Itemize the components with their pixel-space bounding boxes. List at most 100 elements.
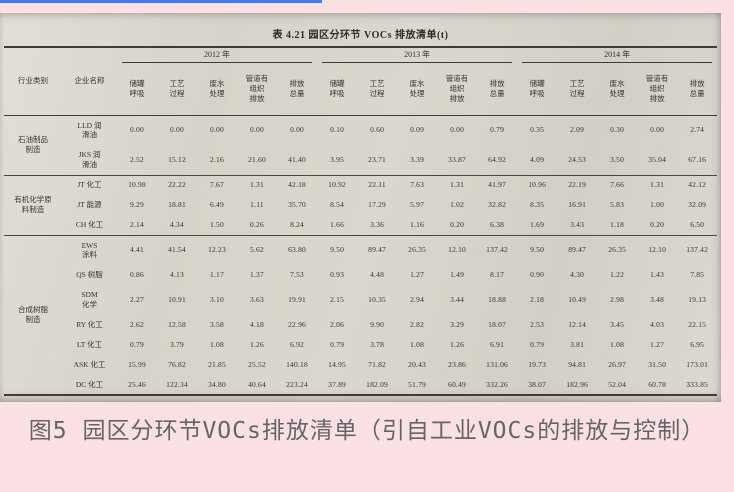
value-cell: 7.63	[397, 174, 438, 195]
value-cell: 1.08	[610, 340, 625, 350]
value-cell: 4.13	[170, 270, 184, 280]
value-cell: 2.15	[330, 295, 345, 305]
value-cell: 7.53	[290, 270, 304, 280]
value-cell: 60.49	[448, 379, 466, 389]
table-row: 有机化学原 料制造 JT 化工 10.98 22.22 7.67 1.31 42.18 10.…	[4, 174, 718, 235]
value-cell: 25.52	[248, 360, 266, 370]
value-cell: 1.43	[650, 270, 665, 280]
value-cell: 3.81	[570, 340, 585, 350]
year-header-row: 行业类别 企业名称 2012 年 2013 年 2014 年	[4, 47, 717, 85]
value-cell: 2.06	[330, 320, 345, 330]
subcolumn-header: 废水 处理	[609, 79, 625, 98]
value-cell: 1.31	[637, 174, 678, 195]
value-cell: 22.96	[288, 320, 306, 330]
enterprise-name-cell: EWS 涂料	[62, 234, 117, 265]
value-cell: 3.36	[370, 219, 385, 229]
value-cell: 32.09	[688, 200, 707, 210]
enterprise-name-cell: JT 化工	[62, 174, 117, 195]
value-cell: 12.10	[637, 234, 678, 265]
table-row: ASK 化工 15.99 76.82 21.85 25.52 140.18 14.95 71.…	[4, 355, 717, 375]
value-cell: 60.78	[648, 379, 667, 389]
value-cell: 7.85	[690, 270, 705, 280]
value-cell: 223.24	[286, 379, 308, 389]
value-cell: 0.86	[130, 270, 144, 280]
value-cell: 3.48	[650, 295, 665, 305]
table-row: CH 化工 2.14 4.34 1.50 0.26 8.24 1.66 3.36 1.16 0.2…	[4, 215, 717, 235]
subcolumn-header: 储罐 呼吸	[329, 79, 345, 98]
value-cell: 4.03	[650, 320, 665, 330]
value-cell: 0.00	[250, 125, 264, 135]
value-cell: 0.20	[450, 219, 465, 229]
value-cell: 3.50	[610, 154, 625, 164]
value-cell: 7.67	[197, 174, 237, 195]
value-cell: 18.81	[168, 200, 186, 210]
value-cell: 35.70	[288, 200, 306, 210]
table-row: SDM 化学 2.27 10.91 3.10 3.63 19.91 2.15 10.35 2.9…	[4, 285, 717, 315]
value-cell: 4.34	[170, 219, 184, 229]
value-cell: 6.50	[690, 219, 705, 229]
value-cell: 19.13	[688, 295, 707, 305]
value-cell: 2.74	[690, 125, 705, 135]
year-header-2012: 2012 年	[117, 47, 317, 63]
enterprise-name-cell: QS 树脂	[76, 270, 103, 280]
value-cell: 131.06	[486, 360, 508, 370]
value-cell: 41.40	[288, 154, 306, 164]
value-cell: 3.29	[450, 320, 465, 330]
value-cell: 2.27	[130, 295, 144, 305]
value-cell: 25.46	[128, 379, 146, 389]
subcolumn-header: 工艺 过程	[169, 79, 185, 98]
value-cell: 0.35	[530, 125, 545, 135]
value-cell: 1.26	[250, 340, 264, 350]
subcolumn-header: 废水 处理	[409, 79, 425, 98]
value-cell: 4.48	[370, 270, 385, 280]
industry-category-cell: 石油制品 制造	[18, 135, 48, 154]
value-cell: 2.62	[130, 320, 144, 330]
value-cell: 15.99	[128, 360, 146, 370]
value-cell: 332.26	[486, 379, 508, 389]
figure-caption: 图5 园区分环节VOCs排放清单（引自工业VOCs的排放与控制）	[28, 418, 706, 444]
enterprise-name-cell: CH 化工	[75, 219, 104, 229]
value-cell: 333.85	[686, 379, 709, 389]
value-cell: 2.16	[210, 154, 224, 164]
value-cell: 2.82	[410, 320, 425, 330]
value-cell: 6.91	[490, 340, 505, 350]
value-cell: 32.82	[488, 200, 507, 210]
value-cell: 0.60	[370, 125, 385, 135]
value-cell: 89.47	[557, 234, 598, 265]
enterprise-name-cell: DC 化工	[75, 379, 104, 389]
enterprise-name-cell: RY 化工	[76, 320, 103, 330]
value-cell: 18.88	[488, 295, 507, 305]
value-cell: 2.09	[570, 125, 585, 135]
value-cell: 38.07	[528, 379, 547, 389]
value-cell: 122.34	[166, 379, 188, 389]
scanned-table-page: 表 4.21 园区分环节 VOCs 排放清单(t) 行业类别 企业名称 2012…	[0, 13, 721, 402]
value-cell: 0.79	[130, 340, 144, 350]
value-cell: 1.50	[210, 219, 224, 229]
value-cell: 3.63	[250, 295, 264, 305]
value-cell: 94.81	[568, 360, 587, 370]
value-cell: 1.08	[410, 340, 425, 350]
value-cell: 8.54	[330, 200, 345, 210]
value-cell: 8.17	[490, 270, 505, 280]
subcolumn-header: 储罐 呼吸	[529, 79, 545, 98]
subcolumn-header: 工艺 过程	[369, 79, 385, 98]
table-row: JKS 润 滑油 2.52 15.12 2.16 21.60 41.40 3.95 23.71…	[4, 145, 717, 175]
table-row: DC 化工 25.46 122.34 34.80 40.64 223.24 37.89 182…	[4, 375, 717, 395]
value-cell: 2.98	[610, 295, 625, 305]
table-row: RY 化工 2.62 12.58 3.58 4.18 22.96 2.06 9.90 2.82 3…	[4, 315, 717, 335]
value-cell: 0.10	[330, 125, 345, 135]
value-cell: 40.64	[248, 379, 266, 389]
value-cell: 22.22	[157, 174, 197, 195]
value-cell: 52.04	[608, 379, 627, 389]
value-cell: 0.09	[410, 125, 425, 135]
enterprise-name-cell: JKS 润 滑油	[78, 150, 101, 169]
value-cell: 1.66	[330, 219, 345, 229]
value-cell: 0.00	[170, 125, 184, 135]
value-cell: 21.60	[248, 154, 266, 164]
value-cell: 12.10	[437, 234, 478, 265]
value-cell: 0.79	[330, 340, 345, 350]
table-row: JT 能源 9.29 18.81 6.49 1.11 35.70 8.54 17.29 5.97…	[4, 195, 717, 215]
year-header-2014: 2014 年	[517, 47, 717, 63]
value-cell: 0.00	[450, 125, 465, 135]
value-cell: 3.78	[370, 340, 385, 350]
